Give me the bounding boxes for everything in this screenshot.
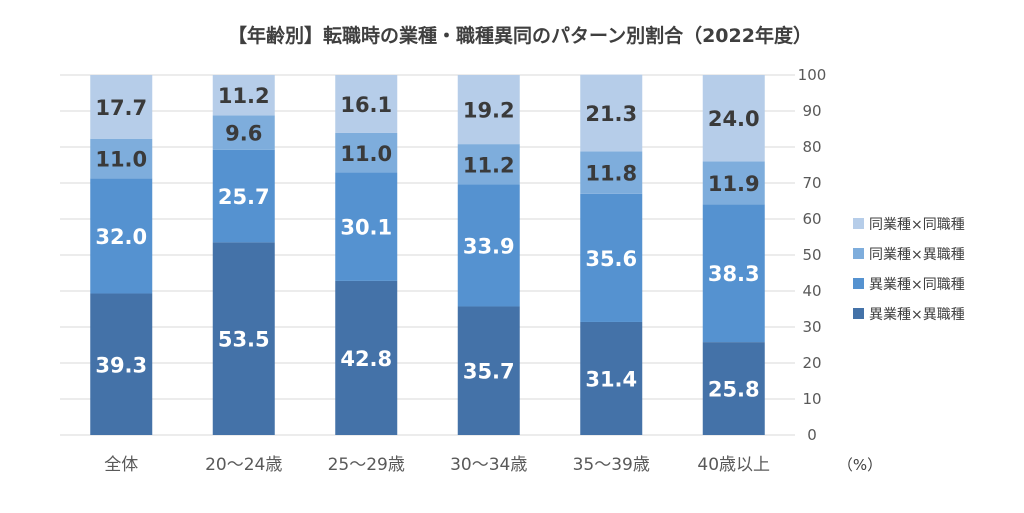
data-label: 35.7 bbox=[463, 360, 515, 384]
x-tick-label: 35～39歳 bbox=[573, 455, 650, 475]
x-axis-ticks: 全体 20～24歳 25～29歳 30～34歳 35～39歳 40歳以上 bbox=[104, 455, 770, 475]
data-label: 39.3 bbox=[95, 353, 147, 377]
data-label: 19.2 bbox=[463, 99, 515, 123]
y-tick-label: 70 bbox=[802, 174, 821, 192]
bar-segment bbox=[335, 280, 398, 435]
bar-segment bbox=[335, 172, 398, 281]
x-tick-label: 25～29歳 bbox=[328, 455, 405, 475]
y-tick-label: 0 bbox=[807, 426, 817, 444]
data-label: 11.0 bbox=[95, 148, 147, 172]
y-unit-label: （%） bbox=[838, 456, 882, 474]
bar-segment bbox=[90, 293, 153, 435]
legend-swatch bbox=[853, 248, 864, 259]
bar-segment bbox=[457, 75, 520, 145]
bar-segment bbox=[90, 75, 153, 139]
legend-swatch bbox=[853, 308, 864, 319]
bar-segment bbox=[702, 342, 765, 435]
chart-title: 【年齢別】転職時の業種・職種異同のパターン別割合（2022年度） bbox=[228, 24, 812, 47]
data-label: 11.2 bbox=[218, 84, 270, 108]
data-label: 11.8 bbox=[585, 162, 637, 186]
x-tick-label: 40歳以上 bbox=[697, 455, 770, 475]
bar-segment bbox=[90, 178, 153, 294]
bar-segment bbox=[580, 321, 643, 435]
legend-swatch bbox=[853, 218, 864, 229]
legend-label: 異業種×異職種 bbox=[869, 307, 965, 323]
legend-swatch bbox=[853, 278, 864, 289]
data-label: 33.9 bbox=[463, 234, 515, 258]
x-tick-label: 全体 bbox=[104, 455, 138, 475]
bar-segment bbox=[457, 184, 520, 307]
y-tick-label: 60 bbox=[802, 210, 821, 228]
data-label: 9.6 bbox=[225, 122, 262, 146]
y-tick-label: 80 bbox=[802, 138, 821, 156]
bar-segment bbox=[457, 144, 520, 185]
y-tick-label: 100 bbox=[798, 66, 827, 84]
y-tick-label: 90 bbox=[802, 102, 821, 120]
legend-label: 異業種×同職種 bbox=[869, 277, 965, 293]
legend-label: 同業種×同職種 bbox=[869, 217, 965, 233]
data-label: 53.5 bbox=[218, 328, 270, 352]
bar-segment bbox=[335, 75, 398, 133]
bar-segment bbox=[212, 75, 275, 116]
data-labels: 39.3 32.0 11.0 17.7 53.5 25.7 9.6 11.2 42.8 30.1 1… bbox=[95, 84, 759, 401]
y-tick-label: 50 bbox=[802, 246, 821, 264]
data-label: 11.2 bbox=[463, 153, 515, 177]
data-label: 31.4 bbox=[585, 367, 637, 391]
bar-segment bbox=[580, 193, 643, 322]
data-label: 11.0 bbox=[340, 142, 392, 166]
bar-segment bbox=[335, 132, 398, 173]
bar-segment bbox=[702, 204, 765, 343]
data-label: 11.9 bbox=[708, 172, 760, 196]
bar-segment bbox=[212, 242, 275, 435]
bar-segment bbox=[212, 115, 275, 150]
bar-segment bbox=[212, 149, 275, 243]
data-label: 38.3 bbox=[708, 262, 760, 286]
data-label: 21.3 bbox=[585, 102, 637, 126]
data-label: 24.0 bbox=[708, 107, 760, 131]
y-tick-label: 40 bbox=[802, 282, 821, 300]
y-axis-ticks: 0 10 20 30 40 50 60 70 80 90 100 bbox=[798, 66, 827, 444]
bar-segment bbox=[457, 306, 520, 435]
data-label: 42.8 bbox=[340, 347, 392, 371]
legend-label: 同業種×異職種 bbox=[869, 247, 965, 263]
y-tick-label: 30 bbox=[802, 318, 821, 336]
data-label: 17.7 bbox=[95, 96, 147, 120]
data-label: 25.8 bbox=[708, 378, 760, 402]
y-tick-label: 10 bbox=[802, 390, 821, 408]
bar-segment bbox=[90, 138, 153, 179]
x-tick-label: 30～34歳 bbox=[450, 455, 527, 475]
data-label: 32.0 bbox=[95, 225, 147, 249]
bar-segment bbox=[580, 151, 643, 194]
data-label: 16.1 bbox=[340, 93, 392, 117]
gridlines bbox=[60, 74, 795, 436]
bar-segment bbox=[702, 75, 765, 162]
data-label: 35.6 bbox=[585, 247, 637, 271]
bars bbox=[90, 74, 765, 435]
bar-segment bbox=[580, 74, 643, 152]
data-label: 30.1 bbox=[340, 216, 392, 240]
data-label: 25.7 bbox=[218, 185, 270, 209]
x-tick-label: 20～24歳 bbox=[205, 455, 282, 475]
y-tick-label: 20 bbox=[802, 354, 821, 372]
bar-segment bbox=[702, 161, 765, 205]
